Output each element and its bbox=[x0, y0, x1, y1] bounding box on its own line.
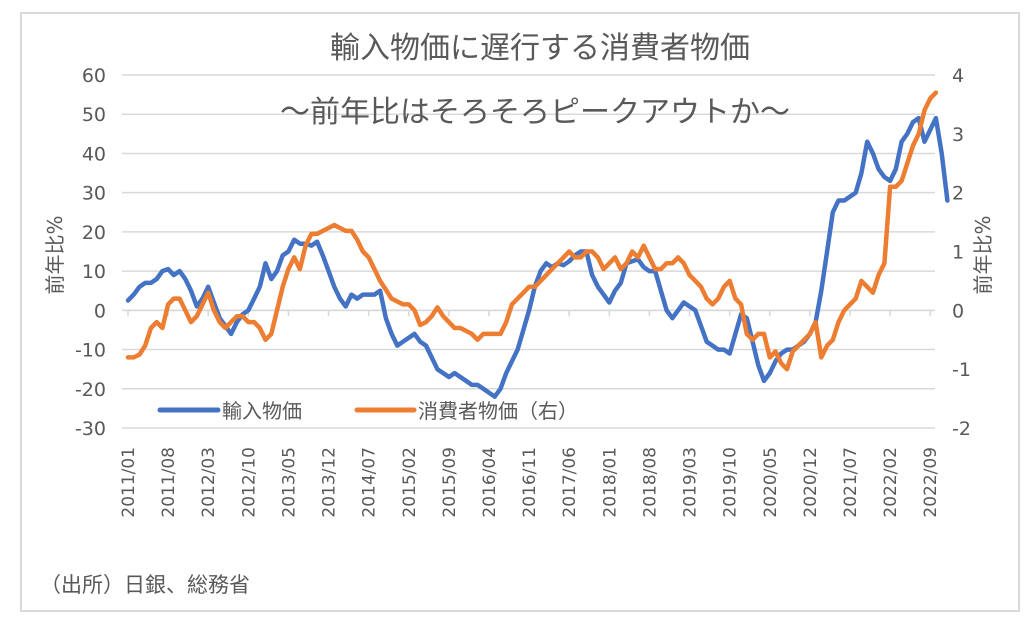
x-tick-label: 2011/01 bbox=[119, 447, 139, 518]
y-right-tick-label: 2 bbox=[952, 183, 964, 205]
series-line-consumer-prices bbox=[125, 90, 939, 372]
y-left-tick-label: 10 bbox=[82, 261, 106, 283]
x-tick-label: 2020/12 bbox=[801, 447, 821, 518]
y-axis-left-ticks: 60 50 40 30 20 10 0 -10 -20 -30 bbox=[75, 65, 106, 440]
x-tick-label: 2015/02 bbox=[400, 447, 420, 518]
x-tick-label: 2016/11 bbox=[520, 447, 540, 518]
chart-subtitle: ～前年比はそろそろピークアウトか～ bbox=[280, 95, 790, 130]
x-tick-label: 2013/12 bbox=[320, 447, 340, 518]
y-left-tick-label: 20 bbox=[82, 222, 106, 244]
x-tick-label: 2012/03 bbox=[199, 447, 219, 518]
y-axis-right-title: 前年比% bbox=[971, 215, 995, 294]
y-left-tick-label: -30 bbox=[75, 418, 106, 440]
y-right-tick-label: 1 bbox=[952, 242, 964, 264]
y-left-tick-label: 60 bbox=[82, 65, 106, 87]
source-note: （出所）日銀、総務省 bbox=[40, 573, 250, 597]
y-right-tick-label: 0 bbox=[952, 300, 964, 322]
y-left-tick-label: -10 bbox=[75, 340, 106, 362]
x-tick-label: 2018/08 bbox=[640, 447, 660, 518]
x-axis-ticks: 2011/01 2011/08 2012/03 2012/10 2013/05 2013/… bbox=[119, 310, 941, 518]
legend: 輸入物価 消費者物価（右） bbox=[157, 399, 578, 423]
y-axis-left-title: 前年比% bbox=[43, 215, 67, 294]
x-tick-label: 2021/07 bbox=[841, 447, 861, 518]
x-tick-label: 2011/08 bbox=[159, 447, 179, 518]
y-left-tick-label: 30 bbox=[82, 183, 106, 205]
y-left-tick-label: -20 bbox=[75, 379, 106, 401]
y-right-tick-label: -1 bbox=[952, 359, 971, 381]
x-tick-label: 2012/10 bbox=[239, 447, 259, 518]
y-left-tick-label: 40 bbox=[82, 143, 106, 165]
x-tick-label: 2022/02 bbox=[881, 447, 901, 518]
y-right-tick-label: 3 bbox=[952, 124, 964, 146]
x-tick-label: 2022/09 bbox=[921, 447, 941, 518]
series-group bbox=[125, 90, 950, 399]
x-tick-label: 2020/05 bbox=[761, 447, 781, 518]
x-tick-label: 2016/04 bbox=[480, 447, 500, 518]
x-tick-label: 2017/06 bbox=[560, 447, 580, 518]
chart-title: 輸入物価に遅行する消費者物価 bbox=[330, 31, 750, 66]
y-left-tick-label: 50 bbox=[82, 104, 106, 126]
legend-label-cpi: 消費者物価（右） bbox=[418, 399, 578, 423]
x-tick-label: 2018/01 bbox=[600, 447, 620, 518]
x-tick-label: 2013/05 bbox=[279, 447, 299, 518]
x-tick-label: 2019/10 bbox=[721, 447, 741, 518]
y-left-tick-label: 0 bbox=[94, 300, 106, 322]
x-tick-label: 2014/07 bbox=[360, 447, 380, 518]
y-right-tick-label: -2 bbox=[952, 418, 971, 440]
gridlines bbox=[122, 74, 935, 429]
legend-label-import: 輸入物価 bbox=[222, 399, 302, 423]
y-axis-right-ticks: 4 3 2 1 0 -1 -2 bbox=[952, 65, 971, 440]
x-tick-label: 2019/03 bbox=[681, 447, 701, 518]
y-right-tick-label: 4 bbox=[952, 65, 964, 87]
x-tick-label: 2015/09 bbox=[440, 447, 460, 518]
